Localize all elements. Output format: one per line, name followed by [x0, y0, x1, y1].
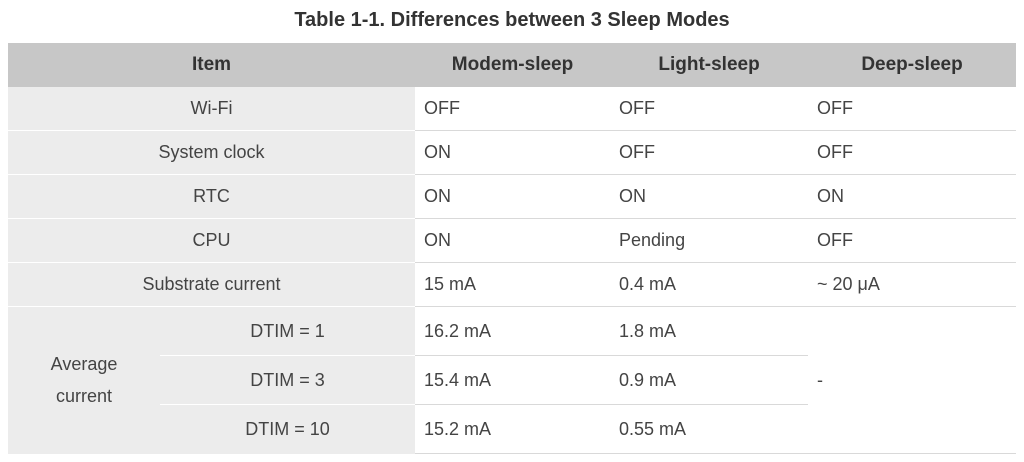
- table-row-substrate-current: Substrate current 15 mA 0.4 mA ~ 20 μA: [8, 262, 1017, 307]
- cell-light: ON: [610, 174, 809, 219]
- header-modem-sleep: Modem-sleep: [415, 43, 611, 87]
- row-label-cpu: CPU: [8, 218, 416, 263]
- header-deep-sleep: Deep-sleep: [808, 43, 1017, 87]
- row-label-system-clock: System clock: [8, 130, 416, 175]
- cell-modem: 15.2 mA: [415, 404, 611, 454]
- table-row-rtc: RTC ON ON ON: [8, 174, 1017, 219]
- table-row-dtim-1: Average current DTIM = 1 16.2 mA 1.8 mA …: [8, 306, 1017, 454]
- cell-light: 1.8 mA: [610, 306, 809, 356]
- cell-light: 0.55 mA: [610, 404, 809, 454]
- sleep-modes-table: Item Modem-sleep Light-sleep Deep-sleep …: [8, 43, 1017, 454]
- average-current-line2: current: [55, 386, 113, 407]
- cell-deep-average: -: [808, 306, 1017, 454]
- cell-modem: 15.4 mA: [415, 355, 611, 405]
- header-item: Item: [8, 43, 416, 87]
- row-label-substrate-current: Substrate current: [8, 262, 416, 307]
- row-label-rtc: RTC: [8, 174, 416, 219]
- cell-modem: ON: [415, 218, 611, 263]
- cell-modem: 16.2 mA: [415, 306, 611, 356]
- table-row-system-clock: System clock ON OFF OFF: [8, 130, 1017, 175]
- row-label-dtim-10: DTIM = 10: [160, 404, 416, 454]
- cell-deep: OFF: [808, 87, 1017, 131]
- table-row-cpu: CPU ON Pending OFF: [8, 218, 1017, 263]
- table-caption: Table 1-1. Differences between 3 Sleep M…: [294, 9, 730, 31]
- row-label-dtim-3: DTIM = 3: [160, 355, 416, 405]
- row-label-dtim-1: DTIM = 1: [160, 306, 416, 356]
- cell-light: OFF: [610, 87, 809, 131]
- row-label-wifi: Wi-Fi: [8, 87, 416, 131]
- cell-light: 0.4 mA: [610, 262, 809, 307]
- cell-light: Pending: [610, 218, 809, 263]
- table-row-wifi: Wi-Fi OFF OFF OFF: [8, 87, 1017, 131]
- cell-deep: OFF: [808, 218, 1017, 263]
- cell-modem: 15 mA: [415, 262, 611, 307]
- header-light-sleep: Light-sleep: [610, 43, 809, 87]
- average-current-line1: Average: [50, 354, 118, 375]
- table-header-row: Item Modem-sleep Light-sleep Deep-sleep: [8, 43, 1017, 87]
- cell-modem: OFF: [415, 87, 611, 131]
- cell-modem: ON: [415, 130, 611, 175]
- cell-deep: OFF: [808, 130, 1017, 175]
- cell-light: OFF: [610, 130, 809, 175]
- cell-deep: ON: [808, 174, 1017, 219]
- cell-modem: ON: [415, 174, 611, 219]
- table-row-dtim-3: DTIM = 3 15.4 mA 0.9 mA: [8, 355, 1016, 405]
- cell-deep: ~ 20 μA: [808, 262, 1017, 307]
- cell-light: 0.9 mA: [610, 355, 809, 405]
- table-row-dtim-10: DTIM = 10 15.2 mA 0.55 mA: [8, 404, 1016, 454]
- row-label-average-current: Average current: [8, 306, 160, 454]
